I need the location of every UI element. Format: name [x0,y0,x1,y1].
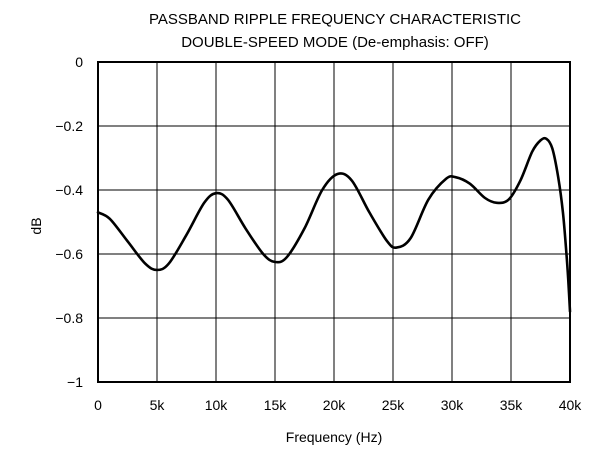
series-line [96,136,572,313]
y-tick-label: −0.2 [55,118,83,134]
x-tick-label: 35k [500,397,524,413]
plot-frame [97,61,571,383]
y-axis-ticks: 0 −0.2 −0.4 −0.6 −0.8 −1 [55,54,83,390]
x-tick-label: 30k [441,397,465,413]
y-tick-label: −0.6 [55,246,83,262]
x-tick-label: 15k [264,397,288,413]
x-tick-label: 0 [94,397,102,413]
grid [98,62,570,382]
x-tick-label: 40k [559,397,583,413]
x-tick-label: 5k [150,397,166,413]
y-tick-label: −0.8 [55,310,83,326]
x-tick-label: 20k [323,397,347,413]
y-tick-label: 0 [75,54,83,70]
x-tick-label: 10k [205,397,229,413]
x-tick-label: 25k [382,397,406,413]
y-tick-label: −1 [67,374,83,390]
x-axis-ticks: 0 5k 10k 15k 20k 25k 30k 35k 40k [94,397,582,413]
x-axis-label: Frequency (Hz) [286,429,382,445]
chart-subtitle: DOUBLE-SPEED MODE (De-emphasis: OFF) [181,34,489,51]
y-axis-label: dB [28,217,44,234]
chart-title: PASSBAND RIPPLE FREQUENCY CHARACTERISTIC [149,11,521,28]
y-tick-label: −0.4 [55,182,83,198]
